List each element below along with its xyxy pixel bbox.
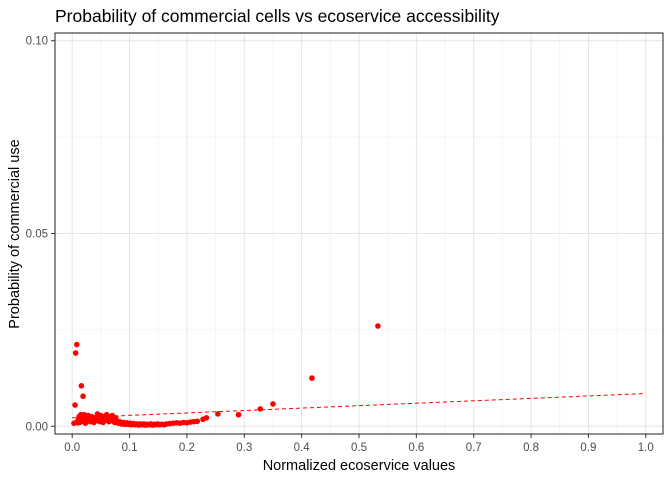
x-tick-label: 0.2	[179, 442, 195, 454]
x-tick-label: 0.0	[64, 442, 80, 454]
data-point	[72, 350, 79, 356]
y-tick-label: 0.10	[26, 36, 48, 48]
y-tick-label: 0.05	[26, 229, 48, 241]
chart-title: Probability of commercial cells vs ecose…	[55, 6, 500, 26]
data-point	[72, 402, 78, 408]
x-axis-ticks: 0.0 0.1 0.2 0.3 0.4 0.5 0.6 0.7 0.8 0.9 1.0	[64, 434, 654, 454]
data-point	[235, 411, 242, 418]
data-point	[80, 393, 86, 400]
x-tick-label: 0.5	[351, 442, 367, 454]
data-point	[203, 415, 210, 421]
x-axis-label: Normalized ecoservice values	[263, 458, 456, 474]
y-axis-label: Probability of commercial use	[7, 139, 23, 328]
x-tick-label: 0.8	[523, 442, 539, 454]
y-axis-ticks: 0.00 0.05 0.10	[26, 36, 55, 433]
data-points	[71, 323, 381, 428]
data-point	[73, 341, 80, 348]
data-point	[215, 411, 221, 417]
x-tick-label: 0.6	[408, 442, 424, 454]
x-tick-label: 0.9	[580, 442, 596, 454]
trend-line-layer	[72, 393, 646, 419]
x-tick-label: 1.0	[638, 442, 654, 454]
data-point	[194, 418, 201, 425]
data-point	[78, 383, 85, 389]
x-tick-label: 0.3	[236, 442, 252, 454]
x-tick-label: 0.4	[294, 442, 311, 454]
data-point	[375, 323, 381, 329]
data-point	[270, 401, 276, 407]
data-point	[309, 375, 315, 381]
x-tick-label: 0.1	[122, 442, 138, 454]
x-tick-label: 0.7	[466, 442, 482, 454]
y-tick-label: 0.00	[26, 421, 48, 433]
trend-line	[72, 393, 646, 419]
data-point	[257, 406, 264, 412]
